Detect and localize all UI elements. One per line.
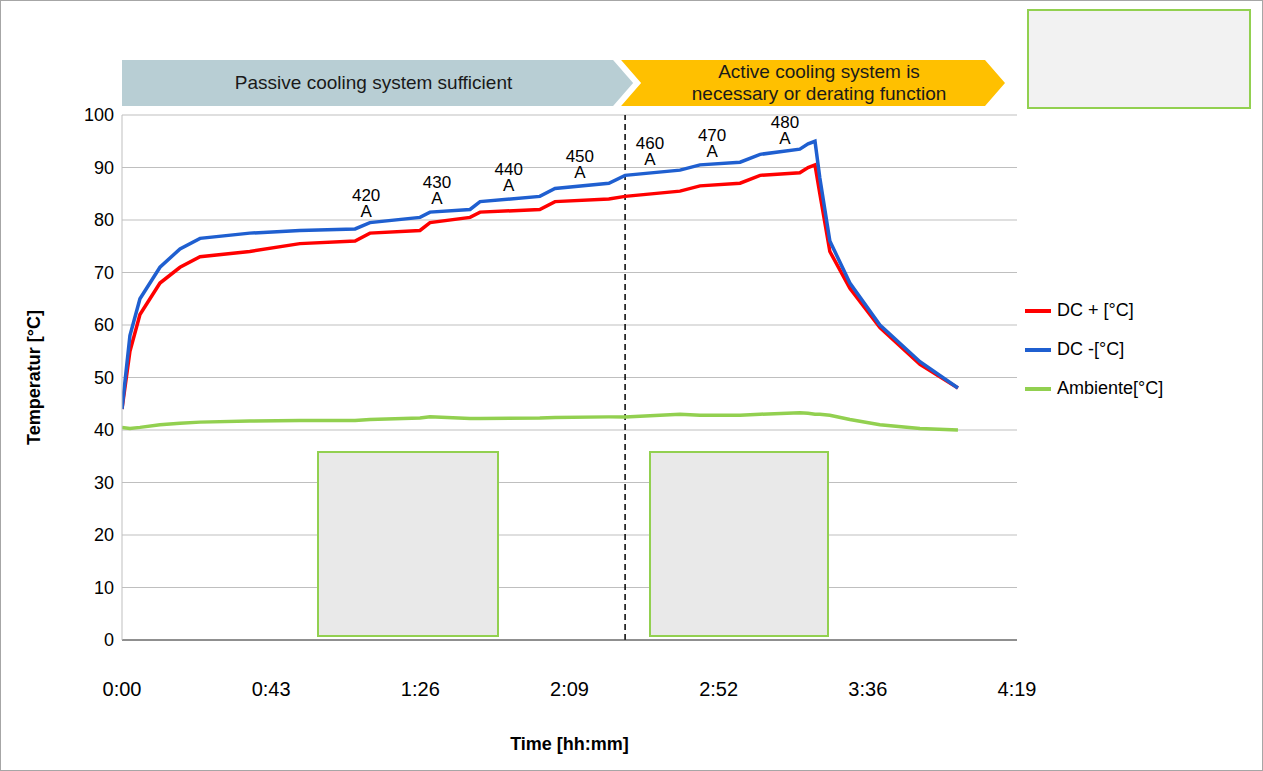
svg-text:A: A: [779, 129, 791, 148]
svg-text:450: 450: [565, 147, 594, 167]
svg-text:2:09: 2:09: [550, 678, 589, 700]
svg-text:440: 440: [494, 160, 523, 180]
svg-text:20: 20: [94, 525, 114, 545]
svg-text:100: 100: [84, 105, 114, 125]
svg-text:430: 430: [422, 173, 452, 192]
svg-text:90: 90: [94, 158, 114, 178]
svg-text:40: 40: [94, 420, 114, 440]
svg-text:60: 60: [94, 315, 114, 335]
svg-text:10: 10: [94, 578, 114, 598]
svg-text:A: A: [503, 176, 515, 195]
svg-text:A: A: [360, 202, 372, 221]
svg-text:480: 480: [770, 112, 800, 132]
svg-text:470: 470: [697, 125, 727, 145]
svg-text:Temperatur [°C]: Temperatur [°C]: [24, 310, 44, 445]
html-text:Ambiente[°C]: Ambiente[°C]: [1057, 378, 1164, 398]
svg-text:A: A: [706, 142, 718, 161]
svg-text:A: A: [574, 163, 586, 182]
svg-text:70: 70: [94, 263, 114, 283]
svg-text:50: 50: [94, 368, 114, 388]
svg-text:2:52: 2:52: [699, 678, 738, 700]
html-text:DC + [°C]: DC + [°C]: [1057, 300, 1134, 320]
svg-text:0: 0: [104, 630, 114, 650]
svg-text:Active cooling system isnecess: Active cooling system isnecessary or der…: [692, 61, 947, 104]
svg-text:0:00: 0:00: [103, 678, 142, 700]
svg-text:1:26: 1:26: [401, 678, 440, 700]
svg-text:A: A: [431, 189, 443, 208]
svg-text:460: 460: [635, 134, 665, 154]
svg-text:Time [hh:mm]: Time [hh:mm]: [510, 734, 629, 754]
svg-text:0:43: 0:43: [252, 678, 291, 700]
svg-text:4:19: 4:19: [998, 678, 1037, 700]
svg-text:3:36: 3:36: [848, 678, 887, 700]
svg-text:420: 420: [351, 185, 381, 205]
html-text:DC -[°C]: DC -[°C]: [1057, 339, 1125, 359]
svg-text:30: 30: [94, 473, 114, 493]
svg-text:Passive cooling system suffici: Passive cooling system sufficient: [235, 72, 513, 93]
svg-text:A: A: [644, 150, 656, 169]
svg-text:80: 80: [94, 210, 114, 230]
